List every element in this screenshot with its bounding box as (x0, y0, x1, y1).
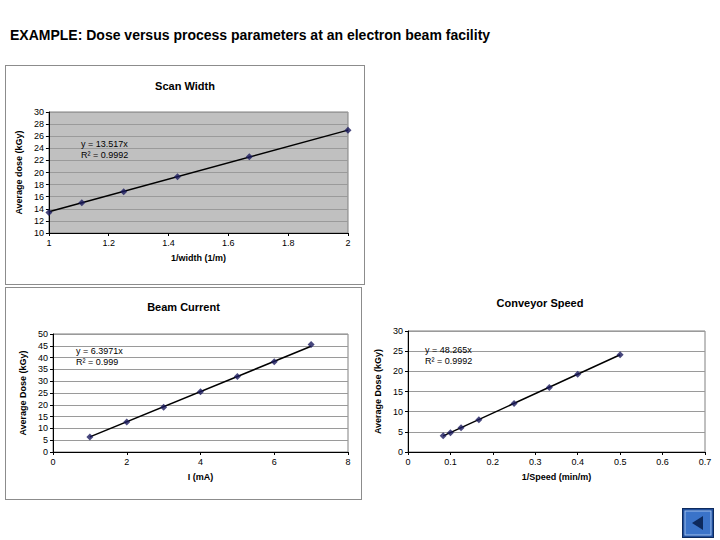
svg-text:25: 25 (38, 388, 48, 398)
svg-text:10: 10 (38, 423, 48, 433)
svg-text:0.4: 0.4 (571, 457, 584, 467)
svg-text:1.4: 1.4 (162, 238, 175, 248)
svg-text:20: 20 (34, 168, 44, 178)
svg-text:12: 12 (34, 216, 44, 226)
svg-text:45: 45 (38, 341, 48, 351)
svg-text:1/width (1/m): 1/width (1/m) (171, 253, 226, 263)
svg-text:0.6: 0.6 (656, 457, 669, 467)
svg-text:16: 16 (34, 192, 44, 202)
svg-text:0.7: 0.7 (699, 457, 712, 467)
svg-text:30: 30 (393, 326, 403, 336)
svg-text:35: 35 (38, 364, 48, 374)
svg-text:20: 20 (393, 366, 403, 376)
svg-text:0: 0 (43, 447, 48, 457)
svg-text:Average Dose (kGy): Average Dose (kGy) (373, 349, 383, 434)
svg-text:30: 30 (38, 376, 48, 386)
svg-text:5: 5 (398, 427, 403, 437)
svg-text:Scan Width: Scan Width (155, 80, 215, 92)
svg-text:0.2: 0.2 (487, 457, 500, 467)
svg-text:0: 0 (405, 457, 410, 467)
svg-text:0: 0 (50, 457, 55, 467)
svg-text:6: 6 (272, 457, 277, 467)
svg-text:2: 2 (124, 457, 129, 467)
svg-text:50: 50 (38, 329, 48, 339)
svg-text:I (mA): I (mA) (188, 472, 214, 482)
svg-text:10: 10 (393, 407, 403, 417)
svg-text:22: 22 (34, 155, 44, 165)
svg-text:15: 15 (393, 387, 403, 397)
svg-text:1.2: 1.2 (102, 238, 115, 248)
svg-text:0.3: 0.3 (529, 457, 542, 467)
svg-text:0.5: 0.5 (614, 457, 627, 467)
svg-text:R² = 0.9992: R² = 0.9992 (425, 356, 472, 366)
svg-text:1.8: 1.8 (282, 238, 295, 248)
html-text:EXAMPLE: Dose versus process p: EXAMPLE: Dose versus process parameters … (10, 27, 491, 43)
svg-text:1/Speed (min/m): 1/Speed (min/m) (522, 472, 592, 482)
svg-text:0: 0 (398, 447, 403, 457)
svg-text:25: 25 (393, 346, 403, 356)
svg-text:24: 24 (34, 143, 44, 153)
svg-text:5: 5 (43, 435, 48, 445)
svg-text:14: 14 (34, 204, 44, 214)
svg-text:40: 40 (38, 353, 48, 363)
svg-text:Beam Current: Beam Current (147, 301, 220, 313)
svg-text:y = 6.3971x: y = 6.3971x (76, 346, 123, 356)
svg-text:1.6: 1.6 (222, 238, 235, 248)
svg-text:28: 28 (34, 119, 44, 129)
svg-text:y = 13.517x: y = 13.517x (81, 139, 128, 149)
svg-text:Conveyor Speed: Conveyor Speed (497, 297, 584, 309)
svg-text:18: 18 (34, 180, 44, 190)
svg-text:Average dose (kGy): Average dose (kGy) (14, 130, 24, 214)
svg-text:30: 30 (34, 107, 44, 117)
svg-text:10: 10 (34, 228, 44, 238)
svg-text:y = 48.265x: y = 48.265x (425, 345, 472, 355)
svg-text:1: 1 (46, 238, 51, 248)
svg-text:0.1: 0.1 (444, 457, 457, 467)
svg-text:8: 8 (345, 457, 350, 467)
svg-text:2: 2 (345, 238, 350, 248)
svg-text:R² = 0.999: R² = 0.999 (76, 357, 118, 367)
svg-text:Average Dose (kGy): Average Dose (kGy) (18, 350, 28, 435)
svg-text:20: 20 (38, 400, 48, 410)
svg-text:15: 15 (38, 412, 48, 422)
svg-text:26: 26 (34, 131, 44, 141)
svg-text:R² = 0.9992: R² = 0.9992 (81, 150, 128, 160)
svg-text:4: 4 (198, 457, 203, 467)
